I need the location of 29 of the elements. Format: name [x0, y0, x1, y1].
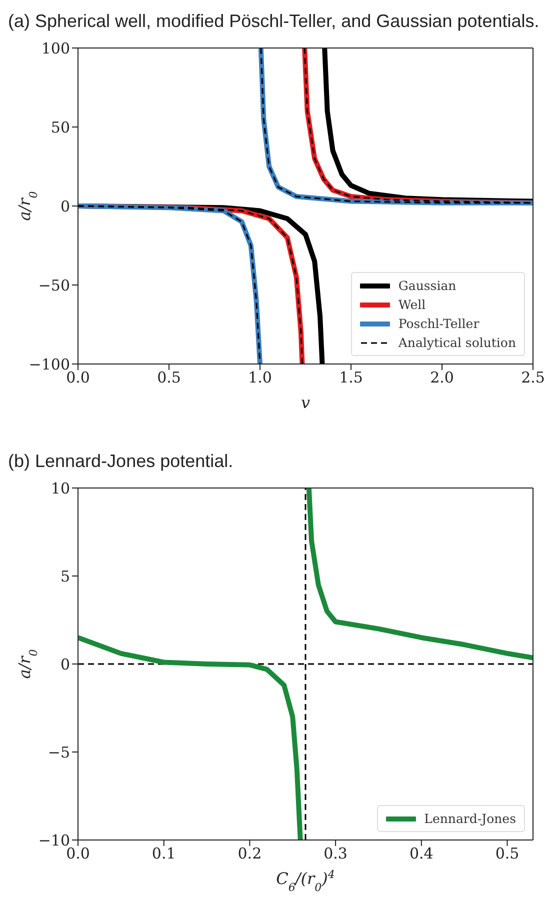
- chart-title: (b) Lennard-Jones potential.: [8, 450, 234, 473]
- y-tick-label: −50: [38, 276, 70, 294]
- x-tick-label: 2.5: [521, 368, 545, 387]
- legend-label: Gaussian: [398, 277, 456, 295]
- x-tick-label: 0.1: [152, 844, 176, 863]
- y-tick-label: 0: [60, 655, 70, 674]
- x-tick-label: 2.0: [430, 368, 454, 387]
- x-tick-label: 1.0: [248, 368, 272, 387]
- y-tick-label: 0: [60, 197, 70, 216]
- y-tick-label: 10: [50, 479, 70, 498]
- x-tick-label: 1.5: [339, 368, 363, 387]
- chart-title: (a) Spherical well, modified Pöschl-Teller, and Gaussian potentials.: [8, 10, 540, 33]
- y-tick-label: 50: [50, 118, 70, 136]
- x-tick-label: 0.3: [324, 844, 348, 863]
- x-tick-label: 0.4: [409, 844, 434, 863]
- legend-label: Poschl-Teller: [398, 315, 480, 333]
- legend-label: Analytical solution: [398, 334, 516, 352]
- x-tick-label: 0.2: [238, 844, 262, 863]
- x-axis-title: C$_{6}$/(r$_{0}$)$^{4}$: [276, 868, 335, 894]
- x-tick-label: 0.5: [495, 844, 520, 863]
- x-axis-title: v: [300, 393, 310, 412]
- legend-label: Well: [398, 296, 426, 314]
- y-tick-label: 100: [41, 39, 70, 58]
- legend-label: Lennard-Jones: [424, 810, 516, 828]
- y-tick-label: 5: [60, 567, 70, 586]
- x-tick-label: 0.5: [157, 368, 181, 387]
- x-tick-label: 0.0: [66, 844, 90, 863]
- y-tick-label: −5: [48, 743, 70, 762]
- x-tick-label: 0.0: [66, 368, 90, 387]
